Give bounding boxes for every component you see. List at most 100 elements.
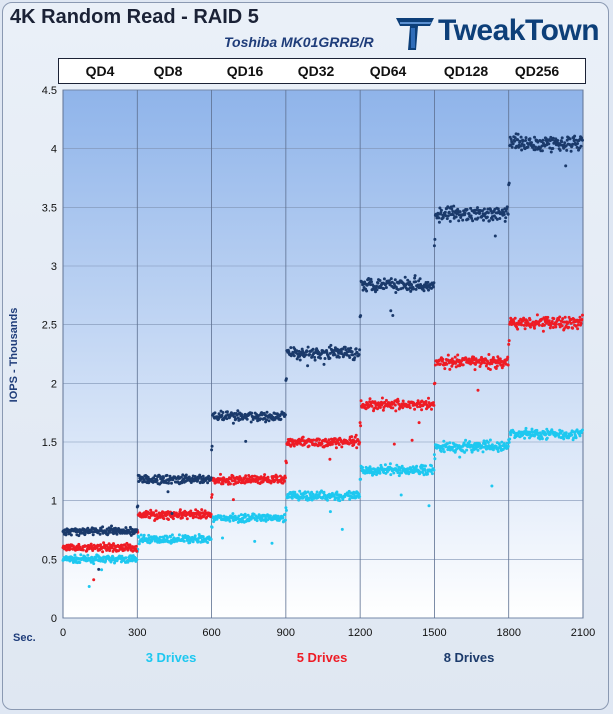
x-tick-label: 2100 xyxy=(571,627,595,639)
data-point xyxy=(357,353,361,357)
data-point xyxy=(384,286,388,289)
data-point xyxy=(358,495,362,499)
data-point xyxy=(231,498,235,502)
data-point xyxy=(297,498,301,502)
data-point xyxy=(386,404,390,408)
data-point xyxy=(391,406,395,410)
data-point xyxy=(276,514,280,518)
data-point xyxy=(470,216,474,220)
data-point xyxy=(581,313,584,317)
data-point xyxy=(312,438,316,442)
data-point xyxy=(348,356,352,359)
y-tick-label: 4.5 xyxy=(42,85,57,97)
data-point xyxy=(502,213,506,216)
data-point xyxy=(413,407,417,411)
data-point xyxy=(474,211,478,215)
data-point xyxy=(438,206,442,210)
data-point xyxy=(209,515,213,519)
data-point xyxy=(236,409,240,413)
data-point xyxy=(139,533,143,537)
data-point xyxy=(352,443,356,447)
data-point xyxy=(563,315,567,319)
data-point xyxy=(297,349,301,353)
data-point xyxy=(313,358,317,362)
data-point xyxy=(92,578,96,582)
data-point xyxy=(561,317,565,321)
data-point xyxy=(79,553,83,557)
data-point xyxy=(541,138,545,142)
data-point xyxy=(191,540,195,544)
data-point xyxy=(284,506,288,510)
data-point xyxy=(207,474,211,478)
data-point xyxy=(526,145,530,149)
data-point xyxy=(289,443,293,447)
data-point xyxy=(396,288,400,292)
data-point xyxy=(493,234,497,238)
data-point xyxy=(319,356,322,360)
data-point xyxy=(148,516,152,520)
data-point xyxy=(516,327,520,331)
data-point xyxy=(174,511,178,515)
data-point xyxy=(537,434,541,438)
data-point xyxy=(108,530,112,534)
data-point xyxy=(134,544,138,548)
data-point xyxy=(443,210,447,214)
x-tick-label: 300 xyxy=(128,627,146,639)
data-point xyxy=(240,413,244,417)
data-point xyxy=(431,401,435,405)
data-point xyxy=(170,533,174,537)
data-point xyxy=(476,448,480,452)
y-tick-label: 3.5 xyxy=(42,202,57,214)
x-tick-label: 1200 xyxy=(348,627,372,639)
data-point xyxy=(237,514,241,518)
data-point xyxy=(73,553,77,557)
data-point xyxy=(196,539,200,543)
data-point xyxy=(137,542,141,546)
data-point xyxy=(124,526,128,530)
data-point xyxy=(90,544,94,548)
data-point xyxy=(400,464,404,468)
x-tick-label: 900 xyxy=(277,627,295,639)
data-point xyxy=(508,437,512,441)
data-point xyxy=(250,411,254,415)
data-point xyxy=(554,322,558,326)
data-point xyxy=(149,508,153,512)
data-point xyxy=(507,181,511,185)
legend-3-drives: 3 Drives xyxy=(145,650,197,665)
data-point xyxy=(581,428,584,432)
data-point xyxy=(504,216,508,220)
data-point xyxy=(432,468,436,472)
data-point xyxy=(343,345,347,349)
data-point xyxy=(335,490,339,494)
data-point xyxy=(441,447,445,451)
data-point xyxy=(401,399,405,403)
data-point xyxy=(289,346,293,350)
data-point xyxy=(576,327,580,331)
data-point xyxy=(410,283,414,287)
data-point xyxy=(201,474,205,478)
data-point xyxy=(364,465,368,469)
data-point xyxy=(569,149,573,153)
data-point xyxy=(295,349,299,353)
data-point xyxy=(179,475,183,479)
data-point xyxy=(469,362,473,366)
data-point xyxy=(78,561,82,564)
data-point xyxy=(324,437,327,441)
data-point xyxy=(535,428,539,432)
data-point xyxy=(72,556,76,560)
data-point xyxy=(77,534,81,538)
x-tick-label: 600 xyxy=(202,627,220,639)
data-point xyxy=(425,286,429,290)
data-point xyxy=(115,532,119,536)
x-tick-label: 1800 xyxy=(496,627,520,639)
data-point xyxy=(524,136,528,140)
data-point xyxy=(129,533,133,537)
data-point xyxy=(426,472,429,476)
data-point xyxy=(544,432,548,436)
data-point xyxy=(564,164,568,168)
qd-label: QD64 xyxy=(369,63,407,79)
data-point xyxy=(68,547,72,551)
data-point xyxy=(509,137,513,141)
data-point xyxy=(504,209,508,213)
data-point xyxy=(292,354,296,358)
